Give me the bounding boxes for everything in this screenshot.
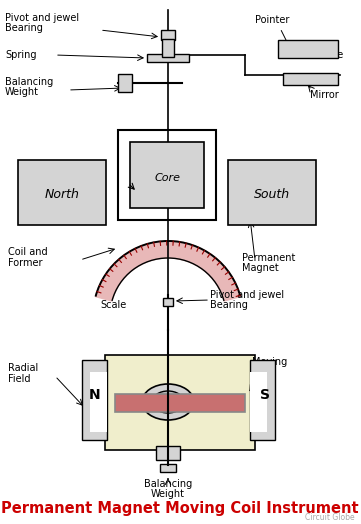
Text: Moving: Moving	[252, 357, 287, 367]
Bar	[18, 160, 106, 225]
Text: Circuit Globe: Circuit Globe	[305, 514, 355, 522]
Bar	[82, 360, 107, 440]
Text: North: North	[44, 188, 79, 201]
Bar	[147, 54, 189, 62]
Text: Permanent Magnet Moving Coil Instrument: Permanent Magnet Moving Coil Instrument	[1, 500, 359, 516]
Text: N: N	[89, 388, 101, 402]
Bar	[156, 446, 180, 460]
Text: Weight: Weight	[5, 87, 39, 97]
Text: Permanent: Permanent	[242, 253, 295, 263]
Text: Pointer: Pointer	[255, 15, 290, 25]
Text: Core: Core	[155, 173, 181, 183]
Bar	[278, 40, 338, 58]
Text: Balancing: Balancing	[5, 77, 53, 87]
Text: Scale: Scale	[318, 50, 344, 60]
Text: Magnet: Magnet	[242, 263, 279, 273]
Bar	[250, 372, 267, 432]
Bar	[161, 30, 175, 40]
Text: Mirror: Mirror	[310, 90, 339, 100]
Bar	[118, 130, 216, 220]
Bar	[250, 360, 275, 440]
Text: S: S	[260, 388, 270, 402]
Text: Bearing: Bearing	[210, 300, 248, 310]
Bar	[162, 39, 174, 57]
Text: Pivot and jewel: Pivot and jewel	[5, 13, 79, 23]
Text: Bearing: Bearing	[5, 23, 43, 33]
Bar	[228, 160, 316, 225]
Text: Coil and: Coil and	[8, 247, 48, 257]
Text: Spring: Spring	[5, 50, 36, 60]
Bar	[163, 298, 173, 306]
Text: Balancing: Balancing	[144, 479, 192, 489]
Bar	[105, 355, 255, 450]
Text: South: South	[254, 188, 290, 201]
Bar	[115, 394, 245, 412]
Polygon shape	[96, 241, 240, 301]
Text: Scale: Scale	[100, 300, 126, 310]
Bar	[283, 73, 338, 85]
Text: Pivot and jewel: Pivot and jewel	[210, 290, 284, 300]
Ellipse shape	[142, 384, 194, 420]
Bar	[130, 142, 204, 208]
Text: Weight: Weight	[151, 489, 185, 499]
Text: Radial: Radial	[8, 363, 38, 373]
Text: Field: Field	[8, 374, 30, 384]
Text: Coil: Coil	[252, 368, 270, 378]
Text: Former: Former	[8, 258, 43, 268]
Bar	[160, 464, 176, 472]
Bar	[118, 74, 132, 92]
Bar	[90, 372, 107, 432]
Ellipse shape	[152, 391, 184, 413]
